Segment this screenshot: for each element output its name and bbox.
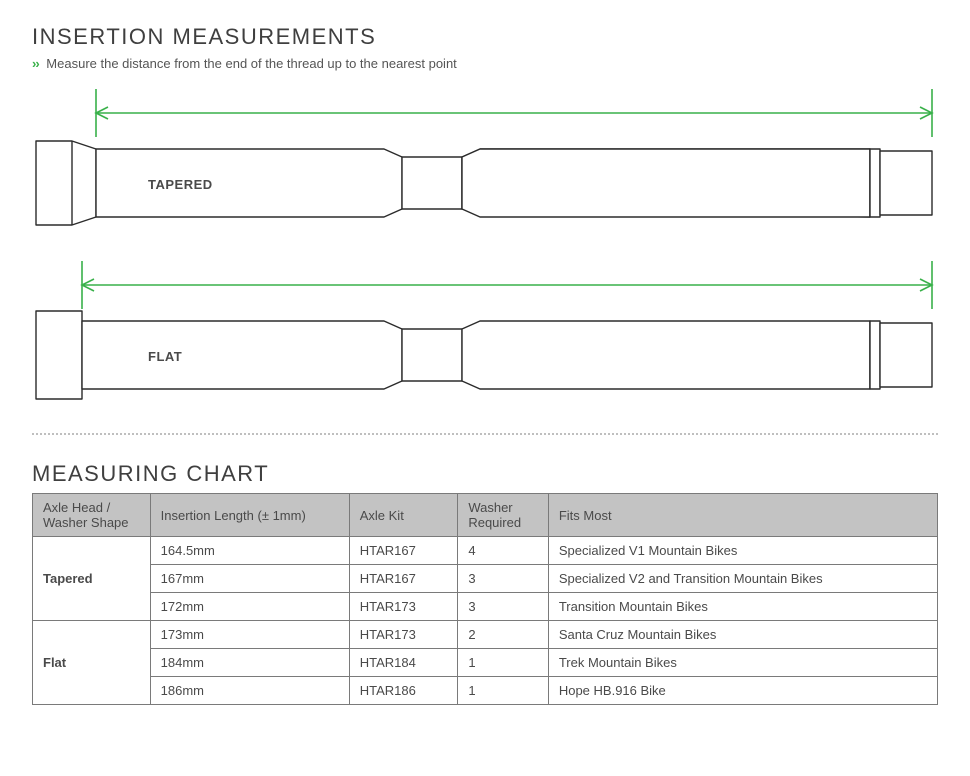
diagram-label-tapered: TAPERED xyxy=(148,177,213,192)
section-subtitle: ›› Measure the distance from the end of … xyxy=(32,56,938,71)
diagram-label-flat: FLAT xyxy=(148,349,182,364)
measuring-chart-table: Axle Head / Washer Shape Insertion Lengt… xyxy=(32,493,938,705)
cell-fits: Specialized V1 Mountain Bikes xyxy=(548,537,937,565)
table-row: 184mmHTAR1841Trek Mountain Bikes xyxy=(33,649,938,677)
cell-washer: 1 xyxy=(458,649,549,677)
th-length: Insertion Length (± 1mm) xyxy=(150,494,349,537)
table-row: Flat173mmHTAR1732Santa Cruz Mountain Bik… xyxy=(33,621,938,649)
cell-fits: Santa Cruz Mountain Bikes xyxy=(548,621,937,649)
cell-shape: Tapered xyxy=(33,537,151,621)
cell-kit: HTAR167 xyxy=(349,537,458,565)
cell-washer: 2 xyxy=(458,621,549,649)
section-subtitle-text: Measure the distance from the end of the… xyxy=(46,56,456,71)
cell-fits: Specialized V2 and Transition Mountain B… xyxy=(548,565,937,593)
cell-fits: Hope HB.916 Bike xyxy=(548,677,937,705)
cell-kit: HTAR173 xyxy=(349,621,458,649)
cell-len: 172mm xyxy=(150,593,349,621)
table-row: 167mmHTAR1673Specialized V2 and Transiti… xyxy=(33,565,938,593)
cell-fits: Transition Mountain Bikes xyxy=(548,593,937,621)
cell-washer: 1 xyxy=(458,677,549,705)
diagram-tapered: TAPERED xyxy=(32,89,938,239)
cell-washer: 4 xyxy=(458,537,549,565)
table-header-row: Axle Head / Washer Shape Insertion Lengt… xyxy=(33,494,938,537)
cell-len: 186mm xyxy=(150,677,349,705)
cell-len: 164.5mm xyxy=(150,537,349,565)
table-row: Tapered164.5mmHTAR1674Specialized V1 Mou… xyxy=(33,537,938,565)
cell-kit: HTAR186 xyxy=(349,677,458,705)
cell-len: 184mm xyxy=(150,649,349,677)
th-shape: Axle Head / Washer Shape xyxy=(33,494,151,537)
table-row: 186mmHTAR1861Hope HB.916 Bike xyxy=(33,677,938,705)
section-title-insertion: INSERTION MEASUREMENTS xyxy=(32,24,938,50)
cell-len: 167mm xyxy=(150,565,349,593)
table-row: 172mmHTAR1733Transition Mountain Bikes xyxy=(33,593,938,621)
cell-shape: Flat xyxy=(33,621,151,705)
chevron-icon: ›› xyxy=(32,56,39,71)
th-kit: Axle Kit xyxy=(349,494,458,537)
th-fits: Fits Most xyxy=(548,494,937,537)
cell-kit: HTAR173 xyxy=(349,593,458,621)
section-divider xyxy=(32,433,938,435)
cell-fits: Trek Mountain Bikes xyxy=(548,649,937,677)
cell-kit: HTAR184 xyxy=(349,649,458,677)
cell-washer: 3 xyxy=(458,593,549,621)
diagram-flat: FLAT xyxy=(32,261,938,411)
section-title-chart: MEASURING CHART xyxy=(32,461,938,487)
cell-washer: 3 xyxy=(458,565,549,593)
cell-len: 173mm xyxy=(150,621,349,649)
th-washer: Washer Required xyxy=(458,494,549,537)
cell-kit: HTAR167 xyxy=(349,565,458,593)
